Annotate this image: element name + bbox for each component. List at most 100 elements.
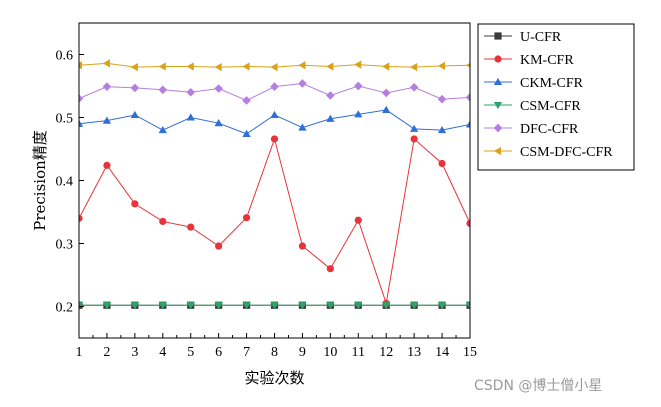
data-point bbox=[465, 62, 470, 68]
legend-entry: CSM-DFC-CFR bbox=[484, 145, 613, 160]
legend-label: CSM-CFR bbox=[520, 99, 581, 114]
x-axis-label: 实验次数 bbox=[244, 369, 304, 387]
series-dfc-cfr bbox=[79, 79, 470, 105]
data-point bbox=[214, 84, 223, 93]
axes: 1 2 3 4 5 6 7 8 9 10 11 12 13 14 150.20.30.40.50.6实验次数… bbox=[31, 22, 477, 387]
legend-entry: U-CFR bbox=[484, 30, 562, 45]
data-point bbox=[158, 125, 167, 134]
data-point bbox=[298, 302, 307, 310]
data-point bbox=[242, 302, 251, 310]
data-point bbox=[354, 60, 362, 69]
legend-entry: CSM-CFR bbox=[484, 99, 581, 114]
legend-marker bbox=[493, 77, 503, 86]
legend-label: DFC-CFR bbox=[520, 122, 579, 137]
data-point bbox=[410, 135, 418, 143]
data-point bbox=[102, 82, 112, 91]
x-tick-label: 9 bbox=[299, 345, 306, 360]
data-point bbox=[382, 105, 391, 113]
data-point bbox=[158, 62, 166, 71]
data-point bbox=[382, 302, 391, 310]
data-point bbox=[186, 87, 196, 97]
data-point bbox=[131, 200, 139, 208]
x-tick-label: 15 bbox=[463, 345, 477, 360]
data-point bbox=[270, 62, 278, 72]
x-tick-label: 6 bbox=[215, 345, 222, 360]
data-point bbox=[79, 61, 83, 70]
data-point bbox=[465, 120, 470, 128]
legend-label: CSM-DFC-CFR bbox=[520, 145, 613, 160]
legend-marker bbox=[493, 123, 503, 133]
data-point bbox=[79, 119, 84, 127]
x-tick-label: 13 bbox=[407, 345, 421, 360]
legend-entry: KM-CFR bbox=[484, 53, 574, 68]
data-point bbox=[130, 62, 138, 72]
data-point bbox=[79, 94, 84, 103]
y-tick-label: 0.6 bbox=[56, 49, 74, 64]
data-point bbox=[159, 217, 167, 226]
data-point bbox=[242, 129, 251, 137]
data-point bbox=[353, 81, 363, 91]
data-point bbox=[326, 91, 335, 100]
data-point bbox=[382, 62, 390, 71]
data-point bbox=[437, 94, 447, 104]
legend-box bbox=[477, 23, 635, 171]
data-point bbox=[130, 110, 139, 119]
data-point bbox=[298, 123, 307, 131]
data-point bbox=[409, 82, 419, 92]
legend-entry: DFC-CFR bbox=[484, 122, 579, 137]
data-point bbox=[270, 302, 279, 310]
legend-entry: CKM-CFR bbox=[484, 76, 584, 91]
data-point bbox=[158, 85, 168, 95]
data-point bbox=[298, 79, 307, 88]
data-point bbox=[326, 114, 335, 122]
legend-marker bbox=[494, 55, 502, 63]
data-point bbox=[354, 216, 362, 224]
legend-label: U-CFR bbox=[520, 30, 562, 45]
plot-area bbox=[79, 59, 470, 310]
data-point bbox=[465, 93, 470, 102]
legend-marker bbox=[493, 146, 502, 156]
data-point bbox=[270, 135, 279, 143]
x-tick-label: 14 bbox=[435, 345, 449, 360]
data-point bbox=[465, 302, 470, 310]
data-point bbox=[79, 302, 84, 310]
data-point bbox=[130, 302, 139, 310]
data-point bbox=[326, 62, 334, 71]
data-point bbox=[326, 302, 335, 310]
data-point bbox=[103, 161, 111, 169]
legend-marker bbox=[493, 101, 503, 110]
x-tick-label: 8 bbox=[271, 345, 278, 360]
data-point bbox=[326, 265, 334, 273]
data-point bbox=[186, 62, 194, 71]
data-point bbox=[158, 302, 167, 310]
data-point bbox=[437, 125, 447, 134]
legend-label: KM-CFR bbox=[520, 53, 574, 68]
x-tick-label: 7 bbox=[243, 345, 250, 360]
data-point bbox=[466, 219, 470, 227]
x-tick-label: 5 bbox=[187, 345, 194, 360]
data-point bbox=[242, 96, 251, 105]
data-point bbox=[410, 124, 419, 132]
data-point bbox=[410, 302, 419, 310]
y-axis-label: Precision精度 bbox=[31, 130, 49, 231]
series-csm-cfr bbox=[79, 302, 470, 310]
data-point bbox=[437, 61, 446, 70]
data-point bbox=[298, 61, 306, 70]
data-point bbox=[438, 159, 446, 168]
data-point bbox=[215, 242, 223, 250]
data-point bbox=[410, 62, 418, 72]
x-tick-label: 3 bbox=[131, 345, 138, 360]
y-tick-label: 0.4 bbox=[56, 175, 74, 190]
series-csm-dfc-cfr bbox=[79, 59, 470, 72]
data-point bbox=[102, 59, 110, 68]
data-point bbox=[186, 302, 195, 310]
series-km-cfr bbox=[79, 135, 470, 307]
data-point bbox=[214, 302, 223, 310]
x-tick-label: 2 bbox=[103, 345, 110, 360]
data-point bbox=[214, 62, 222, 72]
legend-marker bbox=[494, 32, 502, 40]
x-tick-label: 4 bbox=[159, 345, 166, 360]
watermark: CSDN @博士僧小星 bbox=[474, 378, 603, 394]
x-tick-label: 1 bbox=[76, 345, 83, 360]
y-tick-label: 0.2 bbox=[56, 301, 74, 316]
